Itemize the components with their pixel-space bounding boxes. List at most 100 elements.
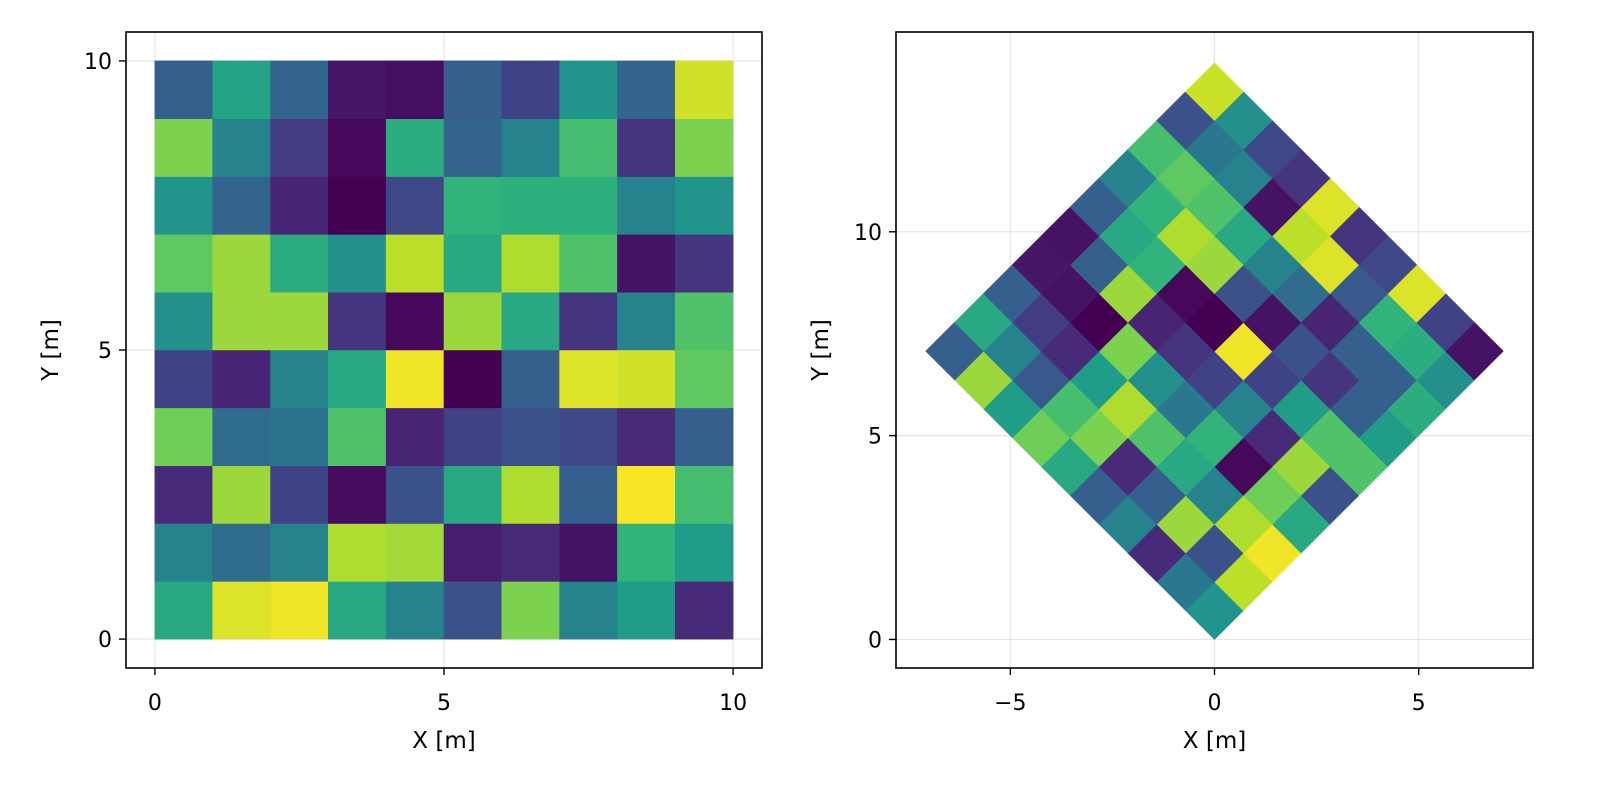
y-tick-label: 5	[868, 425, 882, 450]
heatmap-cell	[385, 523, 445, 582]
left-y-axis-label: Y [m]	[38, 319, 64, 382]
right-ticks: −5 0 5 0 5 10	[854, 221, 1426, 716]
heatmap-cell	[154, 407, 214, 466]
heatmap-cell	[270, 465, 329, 524]
left-x-axis-label: X [m]	[412, 728, 475, 754]
heatmap-cell	[617, 407, 676, 466]
heatmap-cell	[443, 580, 503, 640]
heatmap-cell	[212, 291, 271, 351]
heatmap-cell	[270, 60, 329, 120]
heatmap-cell	[154, 291, 214, 351]
heatmap-cell	[674, 291, 734, 351]
heatmap-cell	[270, 234, 329, 293]
heatmap-cell	[328, 234, 387, 293]
heatmap-cell	[385, 176, 445, 235]
heatmap-cell	[674, 465, 734, 524]
heatmap-cell	[501, 291, 560, 351]
y-tick-label: 0	[868, 628, 882, 653]
heatmap-cell	[674, 176, 734, 235]
right-rotated-heatmap-panel: −5 0 5 0 5 10 X [m] Y [m]	[808, 31, 1534, 754]
heatmap-cell	[212, 234, 271, 293]
heatmap-cell	[617, 580, 676, 640]
heatmap-cell	[270, 291, 329, 351]
heatmap-cell	[385, 60, 445, 120]
heatmap-cell	[559, 176, 618, 235]
heatmap-cell	[674, 118, 734, 177]
right-x-axis-label: X [m]	[1183, 728, 1246, 754]
heatmap-cell	[617, 234, 676, 293]
heatmap-cell	[501, 580, 560, 640]
heatmap-cell	[617, 176, 676, 235]
y-tick-label: 0	[98, 628, 112, 653]
heatmap-cell	[501, 60, 560, 120]
y-tick-label: 10	[84, 50, 112, 75]
heatmap-cell	[328, 580, 387, 640]
heatmap-cell	[385, 465, 445, 524]
heatmap-cell	[385, 407, 445, 466]
heatmap-cell	[212, 176, 271, 235]
heatmap-cell	[385, 349, 445, 409]
heatmap-cell	[212, 349, 271, 409]
x-tick-label: 10	[719, 691, 747, 716]
heatmap-cell	[443, 407, 503, 466]
heatmap-cell	[559, 349, 618, 409]
x-tick-label: 5	[437, 691, 451, 716]
heatmap-cell	[154, 176, 214, 235]
heatmap-cell	[270, 118, 329, 177]
heatmap-cell	[385, 234, 445, 293]
x-tick-label: −5	[994, 691, 1026, 716]
heatmap-cell	[154, 234, 214, 293]
heatmap-cell	[212, 60, 271, 120]
heatmap-cell	[617, 523, 676, 582]
x-tick-label: 0	[1208, 691, 1222, 716]
heatmap-cell	[328, 349, 387, 409]
y-tick-label: 5	[98, 339, 112, 364]
heatmap-cell	[443, 118, 503, 177]
left-ticks: 0 5 10 0 5 10	[84, 50, 747, 716]
heatmap-cell	[443, 234, 503, 293]
heatmap-cell	[212, 118, 271, 177]
heatmap-cell	[501, 118, 560, 177]
heatmap-cell	[617, 291, 676, 351]
heatmap-cell	[443, 349, 503, 409]
heatmap-cell	[674, 523, 734, 582]
heatmap-cell	[154, 580, 214, 640]
heatmap-cell	[328, 291, 387, 351]
heatmap-cell	[270, 176, 329, 235]
heatmap-cell	[443, 523, 503, 582]
heatmap-cell	[617, 349, 676, 409]
heatmap-cell	[559, 523, 618, 582]
heatmap-cell	[385, 118, 445, 177]
heatmap-cell	[443, 465, 503, 524]
x-tick-label: 5	[1412, 691, 1426, 716]
heatmap-cell	[270, 407, 329, 466]
heatmap-cell	[154, 60, 214, 120]
heatmap-cell	[212, 465, 271, 524]
heatmap-cell	[501, 465, 560, 524]
heatmap-cell	[154, 349, 214, 409]
heatmap-cell	[443, 60, 503, 120]
heatmap-cell	[501, 407, 560, 466]
heatmap-cell	[674, 60, 734, 120]
heatmap-cell	[501, 349, 560, 409]
heatmap-cell	[559, 60, 618, 120]
right-heatmap-cells	[925, 62, 1504, 640]
heatmap-cell	[674, 234, 734, 293]
heatmap-cell	[154, 118, 214, 177]
heatmap-cell	[212, 407, 271, 466]
x-tick-label: 0	[148, 691, 162, 716]
heatmap-cell	[559, 580, 618, 640]
heatmap-cell	[559, 291, 618, 351]
heatmap-cell	[559, 465, 618, 524]
heatmap-cell	[674, 580, 734, 640]
heatmap-cell	[674, 407, 734, 466]
heatmap-cell	[328, 407, 387, 466]
heatmap-cell	[385, 580, 445, 640]
left-heatmap-panel: 0 5 10 0 5 10 X [m] Y [m]	[38, 31, 763, 754]
heatmap-cell	[617, 118, 676, 177]
heatmap-cell	[501, 176, 560, 235]
heatmap-cell	[559, 407, 618, 466]
heatmap-cell	[270, 523, 329, 582]
heatmap-cell	[1185, 62, 1244, 121]
